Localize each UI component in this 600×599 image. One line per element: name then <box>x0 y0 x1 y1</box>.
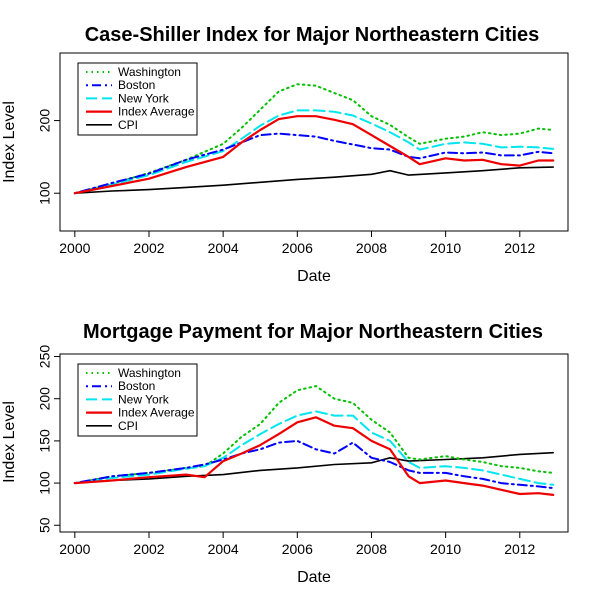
y-tick-label: 200 <box>37 109 53 133</box>
x-axis-label: Date <box>297 569 331 586</box>
series-lines <box>73 83 555 195</box>
legend-label: Boston <box>118 78 155 92</box>
series-line-index-average <box>73 416 555 496</box>
legend-label: Washington <box>118 65 181 79</box>
x-tick-label: 2010 <box>430 240 461 256</box>
legend-label: New York <box>118 91 170 105</box>
x-tick-label: 2012 <box>504 240 535 256</box>
legend-label: Index Average <box>118 105 195 119</box>
tick-group: 2000 2002 2004 2006 2008 2010 2012 50 100 150 200 2… <box>37 345 536 557</box>
legend-box <box>77 363 198 437</box>
x-tick-label: 2002 <box>133 240 164 256</box>
x-tick-label: 2008 <box>356 541 387 557</box>
x-tick-label: 2006 <box>282 541 313 557</box>
y-axis-label: Index Level <box>1 101 18 183</box>
x-tick-label: 2010 <box>430 541 461 557</box>
legend-box <box>77 62 198 136</box>
series-line-cpi <box>74 451 555 484</box>
x-tick-label: 2002 <box>133 541 164 557</box>
chart-title: Mortgage Payment for Major Northeastern … <box>83 321 543 343</box>
case-shiller-chart: Case-Shiller Index for Major Northeaster… <box>1 24 569 285</box>
chart-title: Case-Shiller Index for Major Northeaster… <box>85 24 540 46</box>
y-tick-label: 150 <box>37 429 53 453</box>
series-line-washington <box>73 83 555 195</box>
x-tick-label: 2004 <box>208 240 239 256</box>
x-tick-label: 2004 <box>208 541 239 557</box>
series-line-boston <box>73 132 555 195</box>
x-tick-label: 2012 <box>504 541 535 557</box>
series-line-cpi <box>74 166 555 194</box>
series-line-index-average <box>73 115 555 195</box>
tick-group: 2000 2002 2004 2006 2008 2010 2012 100 200 <box>37 109 536 256</box>
y-tick-label: 250 <box>37 345 53 369</box>
legend-label: CPI <box>118 118 138 132</box>
y-tick-label: 50 <box>37 517 53 533</box>
x-axis-label: Date <box>297 268 331 285</box>
y-tick-label: 200 <box>37 387 53 411</box>
series-line-new-york <box>73 109 555 195</box>
legend-label: Index Average <box>118 406 195 420</box>
x-tick-label: 2008 <box>356 240 387 256</box>
mortgage-payment-chart: Mortgage Payment for Major Northeastern … <box>1 321 569 586</box>
series-line-new-york <box>73 410 555 486</box>
y-tick-label: 100 <box>37 471 53 495</box>
series-line-boston <box>73 439 555 490</box>
y-tick-label: 100 <box>37 181 53 205</box>
legend-label: Boston <box>118 379 155 393</box>
legend-label: CPI <box>118 419 138 433</box>
x-tick-label: 2000 <box>59 541 90 557</box>
series-lines <box>73 385 555 496</box>
x-tick-label: 2006 <box>282 240 313 256</box>
y-axis-label: Index Level <box>1 401 18 483</box>
plot-frame <box>59 353 569 533</box>
plot-frame <box>59 52 569 232</box>
legend-label: New York <box>118 392 170 406</box>
x-tick-label: 2000 <box>59 240 90 256</box>
legend-label: Washington <box>118 366 181 380</box>
